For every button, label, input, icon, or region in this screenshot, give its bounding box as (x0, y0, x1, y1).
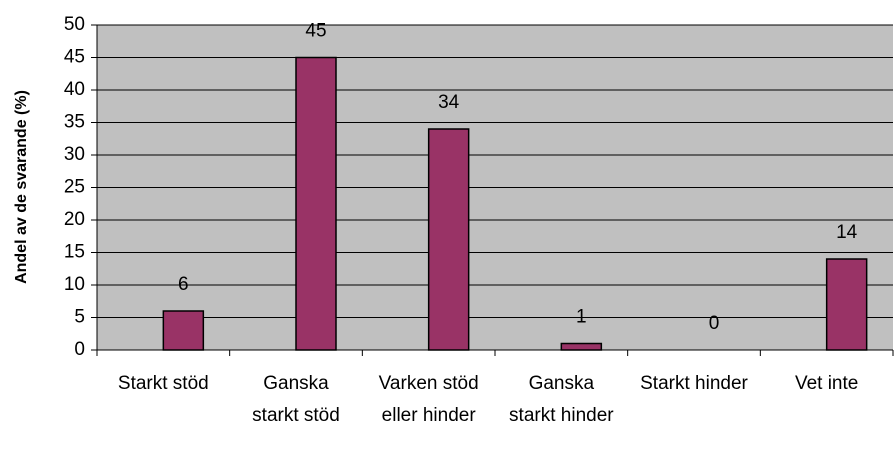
x-tick-label: Starkt stöd (117, 373, 209, 394)
x-tick-label: Vet inte (794, 373, 859, 394)
y-tick-label: 0 (74, 339, 85, 360)
value-label: 0 (709, 313, 720, 334)
y-tick-label: 25 (64, 177, 85, 198)
y-axis-title: Andel av de svarande (%) (13, 90, 30, 284)
y-tick-label: 50 (64, 14, 85, 35)
x-tick-label: Ganska starkt stöd (252, 373, 340, 426)
bar (427, 128, 470, 351)
value-label: 14 (836, 222, 858, 243)
bar (162, 310, 205, 351)
bar (560, 342, 603, 351)
y-tick-label: 20 (64, 209, 85, 230)
y-tick-label: 10 (64, 274, 85, 295)
y-tick-label: 35 (64, 112, 85, 133)
bar (825, 258, 868, 351)
y-tick-label: 15 (64, 242, 85, 263)
value-label: 45 (305, 21, 326, 42)
value-label: 1 (576, 307, 587, 328)
x-tick-label: Varken stöd eller hinder (378, 373, 479, 426)
y-tick-label: 45 (64, 47, 85, 68)
y-tick-label: 5 (74, 307, 85, 328)
bar (295, 56, 337, 351)
y-tick-label: 40 (64, 79, 85, 100)
value-label: 34 (438, 92, 460, 113)
value-label: 6 (178, 274, 189, 295)
x-tick-label: Starkt hinder (640, 373, 748, 394)
x-tick-label: Ganska starkt hinder (509, 373, 614, 426)
y-tick-label: 30 (64, 144, 85, 165)
